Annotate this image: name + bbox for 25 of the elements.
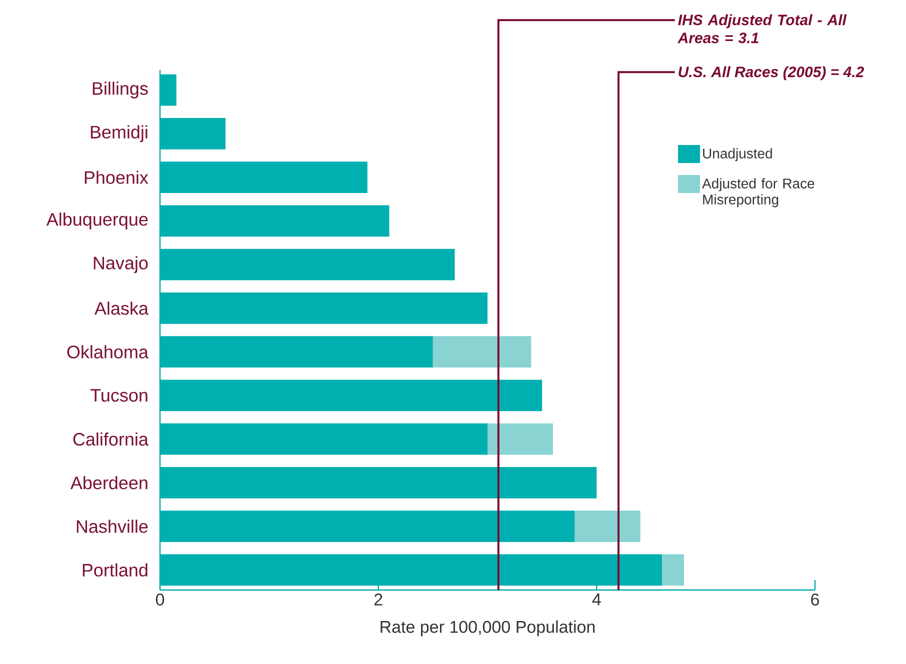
y-tick-label: Billings [92,82,148,98]
bar [488,423,553,455]
y-tick-label: Portland [82,563,148,577]
y-tick-label: Nashville [76,520,148,533]
y-tick-label: California [73,432,148,446]
y-tick-label: Alaska [94,302,148,315]
legend-label: Adjusted for Race Misreporting [702,178,814,208]
x-tick-label: 6 [811,594,819,606]
x-tick-label: 0 [156,594,164,606]
x-tick-label: 2 [374,594,382,606]
bar [662,554,684,586]
x-axis-title: Rate per 100,000 Population [380,620,595,636]
bar [432,336,532,368]
x-tick-label: 4 [592,594,601,606]
y-tick-label: Bemidji [90,125,148,142]
legend-label: Unadjusted [703,148,772,162]
ref-line-label: U.S. All Races (2005) = 4.2 [678,66,864,80]
y-tick-label: Oklahoma [67,345,148,358]
ref-line-label: IHS Adjusted Total - All Areas = 3.1 [678,14,847,44]
y-tick-label: Phoenix [84,170,148,184]
y-tick-label: Aberdeen [70,476,148,490]
y-tick-label: Tucson [90,389,148,402]
bar [574,510,640,542]
y-tick-label: Navajo [94,256,148,273]
y-tick-label: Albuquerque [46,212,148,230]
